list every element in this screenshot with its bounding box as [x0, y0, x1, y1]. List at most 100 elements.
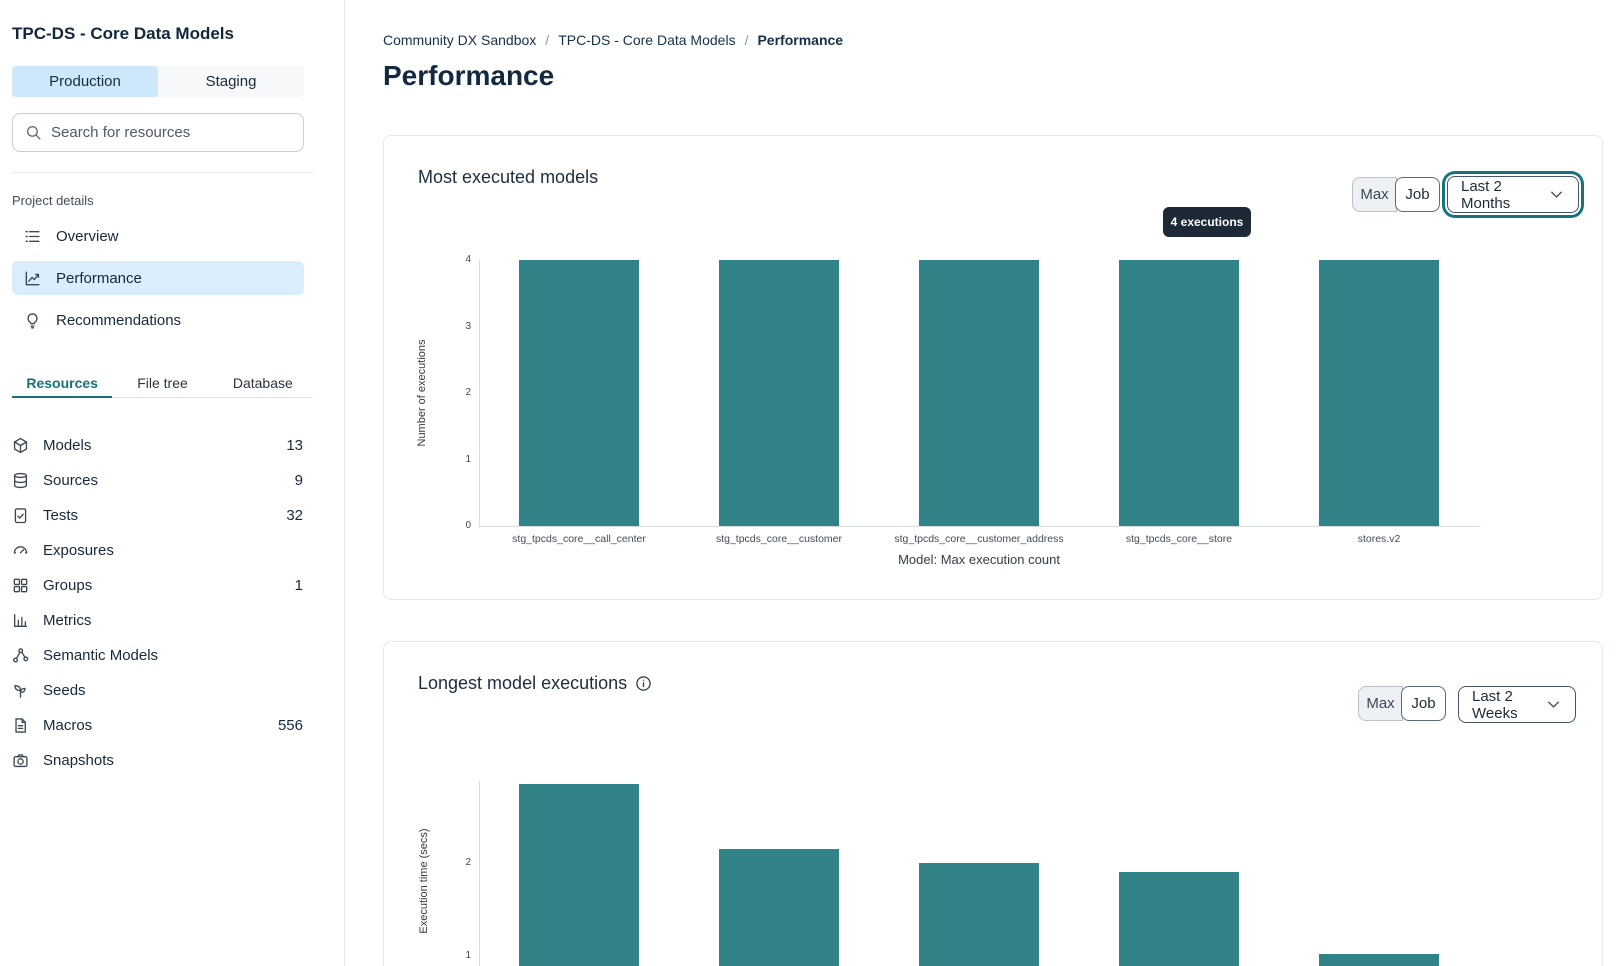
- resource-item-seeds[interactable]: Seeds: [12, 673, 303, 708]
- resource-item-semantic-models[interactable]: Semantic Models: [12, 638, 303, 673]
- bar[interactable]: [719, 260, 839, 526]
- lightbulb-icon: [24, 312, 41, 329]
- toggle-max-button[interactable]: Max: [1358, 686, 1403, 721]
- max-job-toggle: Max Job: [1358, 686, 1446, 721]
- list-icon: [24, 228, 41, 245]
- time-range-dropdown[interactable]: Last 2 Months: [1447, 176, 1579, 213]
- search-icon: [25, 124, 42, 141]
- sidebar-item-label: Performance: [56, 269, 142, 287]
- resource-item-models[interactable]: Models 13: [12, 428, 303, 463]
- y-axis-tick: 2: [465, 387, 471, 398]
- camera-icon: [12, 752, 29, 769]
- nodes-icon: [12, 647, 29, 664]
- sidebar: TPC-DS - Core Data Models Production Stag…: [0, 0, 345, 966]
- x-axis-category-label: stg_tpcds_core__store: [1125, 533, 1233, 545]
- resource-count: 32: [286, 507, 303, 524]
- resource-item-metrics[interactable]: Metrics: [12, 603, 303, 638]
- resource-count: 9: [294, 472, 303, 489]
- env-tab-production[interactable]: Production: [12, 66, 158, 97]
- x-axis-line: [479, 526, 1479, 527]
- tab-database[interactable]: Database: [232, 375, 293, 391]
- y-axis-tick: 1: [465, 453, 471, 465]
- sidebar-item-label: Recommendations: [56, 311, 182, 329]
- card-title-text: Most executed models: [418, 167, 599, 187]
- toggle-max-button[interactable]: Max: [1352, 177, 1397, 212]
- card-title-text: Longest model executions: [418, 673, 628, 693]
- resource-list: Models 13 Sources 9 Tests 32 Exposures Groups 1 M…: [12, 428, 303, 778]
- file-icon: [12, 717, 29, 734]
- breadcrumb-item: Performance: [757, 32, 844, 48]
- most-executed-models-card: Most executed models Max Job Last 2 Mont…: [383, 135, 1603, 600]
- cube-icon: [12, 437, 29, 454]
- longest-model-executions-chart: Execution time (secs) 1 2: [384, 731, 1604, 966]
- most-executed-models-chart: Number of executions 0 1 2 3 4 stg_tpcds_core_…: [384, 236, 1604, 581]
- resource-item-snapshots[interactable]: Snapshots: [12, 743, 303, 778]
- x-axis-category-label: stg_tpcds_core__customer: [715, 533, 843, 545]
- gauge-icon: [12, 542, 29, 559]
- y-axis-tick: 4: [465, 254, 471, 265]
- seed-icon: [12, 682, 29, 699]
- resource-count: 13: [286, 437, 303, 454]
- longest-model-executions-card: Longest model executions Max Job Last 2 …: [383, 641, 1603, 966]
- bar[interactable]: [519, 783, 639, 966]
- chart-tooltip: 4 executions: [1163, 207, 1251, 237]
- chevron-down-icon: [1545, 696, 1562, 713]
- x-axis-category-label: stg_tpcds_core__customer_address: [894, 533, 1064, 545]
- y-axis-tick: 0: [465, 520, 471, 531]
- resource-item-sources[interactable]: Sources 9: [12, 463, 303, 498]
- sidebar-item-performance[interactable]: Performance: [12, 261, 304, 295]
- search-box[interactable]: [12, 113, 304, 152]
- breadcrumb-item[interactable]: TPC-DS - Core Data Models: [558, 32, 736, 48]
- y-axis-label: Number of executions: [416, 339, 428, 447]
- grid-icon: [12, 577, 29, 594]
- bar[interactable]: [1119, 260, 1239, 526]
- tab-file-tree[interactable]: File tree: [137, 375, 188, 391]
- toggle-job-button[interactable]: Job: [1401, 686, 1446, 721]
- sidebar-item-overview[interactable]: Overview: [12, 219, 304, 253]
- bar[interactable]: [919, 260, 1039, 526]
- info-icon[interactable]: [635, 675, 652, 692]
- chevron-down-icon: [1548, 186, 1565, 203]
- y-axis-tick: 2: [465, 857, 471, 868]
- resource-count: 1: [294, 577, 303, 594]
- bar[interactable]: [519, 260, 639, 526]
- resource-item-tests[interactable]: Tests 32: [12, 498, 303, 533]
- clipboard-icon: [12, 507, 29, 524]
- resource-label: Semantic Models: [43, 647, 159, 664]
- resource-label: Seeds: [43, 682, 86, 699]
- resource-label: Metrics: [43, 612, 92, 629]
- breadcrumb-separator: /: [545, 32, 550, 48]
- resource-item-groups[interactable]: Groups 1: [12, 568, 303, 603]
- resource-item-exposures[interactable]: Exposures: [12, 533, 303, 568]
- project-details-label: Project details: [12, 193, 94, 208]
- database-icon: [12, 472, 29, 489]
- x-axis-category-label: stores.v2: [1357, 533, 1401, 545]
- x-axis-category-label: stg_tpcds_core__call_center: [512, 533, 646, 545]
- resource-label: Snapshots: [43, 752, 114, 769]
- toggle-job-button[interactable]: Job: [1395, 177, 1440, 212]
- y-axis-line: [479, 260, 480, 526]
- project-title: TPC-DS - Core Data Models: [12, 24, 234, 43]
- resource-item-macros[interactable]: Macros 556: [12, 708, 303, 743]
- tab-resources[interactable]: Resources: [12, 368, 113, 398]
- resource-label: Models: [43, 437, 92, 454]
- bars-icon: [12, 612, 29, 629]
- bar[interactable]: [1319, 954, 1439, 966]
- bar[interactable]: [719, 849, 839, 966]
- bar[interactable]: [919, 863, 1039, 966]
- search-input[interactable]: [51, 124, 291, 141]
- bar[interactable]: [1119, 872, 1239, 966]
- main-content: Community DX Sandbox / TPC-DS - Core Data …: [345, 0, 1621, 966]
- bar[interactable]: [1319, 260, 1439, 526]
- resource-label: Macros: [43, 717, 93, 734]
- sidebar-item-recommendations[interactable]: Recommendations: [12, 303, 304, 337]
- time-range-value: Last 2 Weeks: [1472, 687, 1518, 722]
- time-range-value: Last 2 Months: [1461, 177, 1511, 212]
- time-range-dropdown[interactable]: Last 2 Weeks: [1458, 686, 1576, 723]
- y-axis-label: Execution time (secs): [418, 828, 430, 934]
- sidebar-item-label: Overview: [56, 227, 119, 245]
- breadcrumb-item[interactable]: Community DX Sandbox: [383, 32, 537, 48]
- env-tab-staging[interactable]: Staging: [205, 73, 257, 90]
- y-axis-tick: 3: [465, 320, 471, 332]
